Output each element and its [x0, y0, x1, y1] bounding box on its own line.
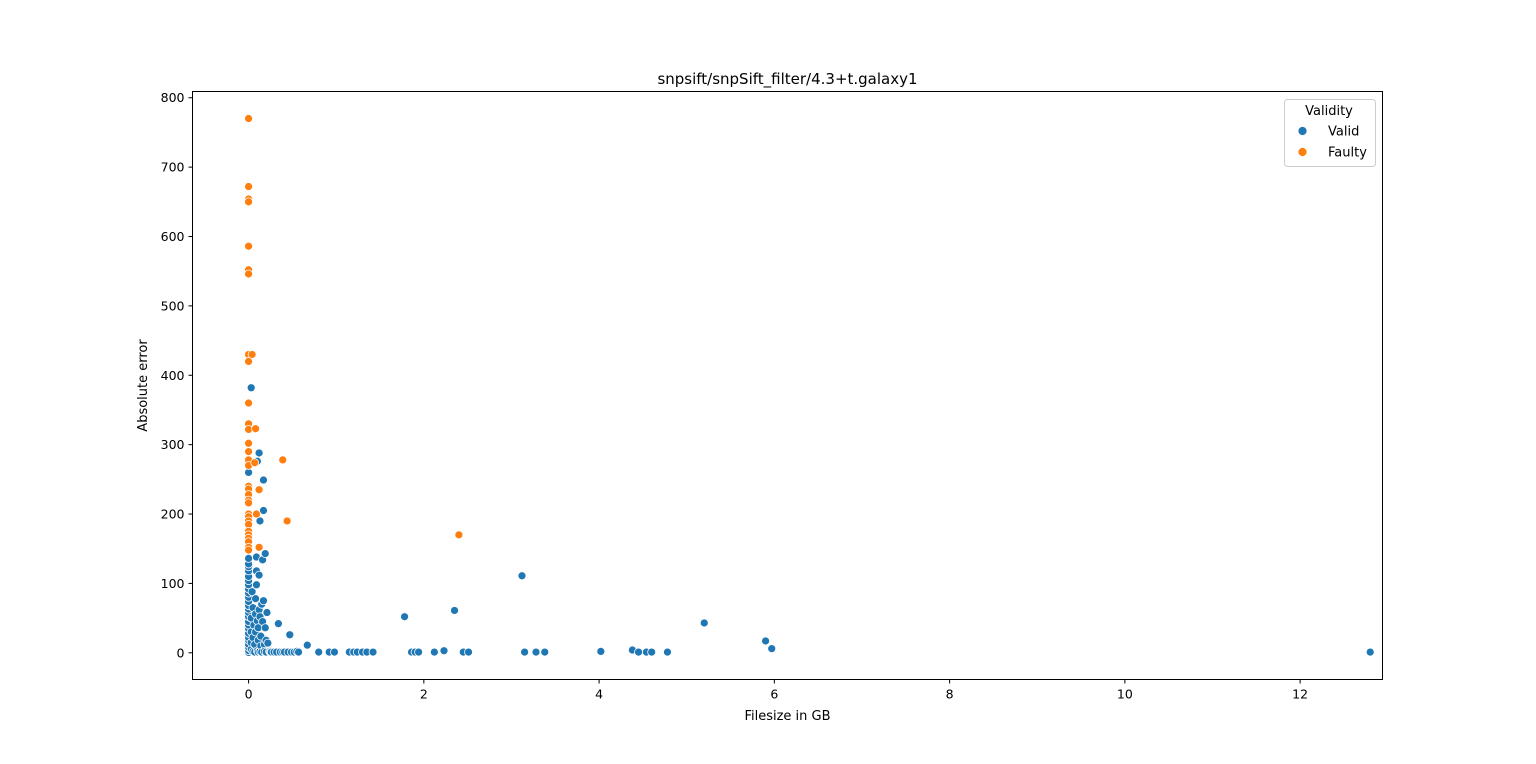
data-point [464, 647, 473, 657]
data-point [450, 606, 459, 615]
legend-box [1284, 99, 1376, 167]
legend-marker [1297, 147, 1308, 157]
data-point [251, 424, 260, 434]
y-axis: 0 100 200 300 400 500 600 700 800 [161, 90, 193, 660]
data-point [285, 630, 295, 640]
data-point [260, 549, 270, 558]
y-tick-label: 100 [161, 576, 185, 591]
x-tick-label: 10 [1117, 687, 1133, 702]
data-point [263, 638, 273, 648]
data-point [244, 241, 253, 251]
data-point [244, 357, 253, 366]
data-point [244, 545, 253, 555]
series-faulty [244, 114, 464, 555]
y-tick-label: 800 [161, 90, 185, 105]
y-tick-label: 200 [161, 507, 185, 522]
data-point [517, 571, 527, 581]
y-tick-label: 400 [161, 368, 185, 383]
x-axis-label: Filesize in GB [744, 709, 830, 724]
data-point [254, 485, 264, 495]
y-tick-label: 600 [161, 229, 185, 244]
data-point [761, 636, 770, 646]
series-valid [244, 383, 1375, 657]
data-point [254, 542, 264, 552]
data-point [244, 269, 253, 279]
y-tick-label: 300 [161, 437, 185, 452]
data-point [244, 447, 253, 456]
x-tick-label: 0 [245, 687, 253, 702]
data-point [330, 647, 339, 657]
legend-entry: Faulty [1328, 146, 1367, 161]
data-point [282, 516, 292, 526]
data-point [255, 516, 265, 526]
data-point [252, 580, 261, 590]
data-point [244, 554, 253, 563]
data-point [634, 647, 643, 657]
data-point [246, 383, 256, 393]
data-point [767, 644, 777, 654]
data-point [294, 647, 303, 657]
data-point [244, 182, 253, 191]
data-point [699, 618, 709, 628]
x-tick-label: 4 [595, 687, 603, 702]
data-point [368, 647, 378, 657]
data-point [274, 619, 283, 629]
y-tick-label: 500 [161, 298, 185, 313]
legend: Validity Valid Faulty [1284, 99, 1376, 167]
legend-title: Validity [1305, 104, 1353, 119]
data-point [244, 438, 253, 448]
data-point [244, 398, 253, 408]
data-point [259, 475, 268, 485]
data-point [250, 458, 260, 468]
data-point [244, 197, 253, 207]
x-axis: 0 2 4 6 8 10 12 [245, 679, 1308, 702]
data-point [314, 647, 324, 657]
data-point [1365, 647, 1375, 657]
data-point [400, 612, 409, 622]
data-point [596, 647, 606, 656]
data-point [260, 623, 270, 633]
data-points [244, 114, 1375, 657]
data-point [531, 647, 541, 657]
data-point [302, 640, 312, 650]
data-point [259, 506, 268, 515]
data-point [247, 587, 257, 597]
y-axis-label: Absolute error [136, 339, 151, 432]
data-point [454, 530, 464, 540]
data-point [647, 647, 657, 657]
data-point [247, 350, 257, 359]
data-point [540, 647, 550, 657]
data-point [262, 608, 272, 617]
data-point [278, 455, 288, 465]
plot-frame [192, 91, 1383, 680]
y-tick-label: 700 [161, 160, 185, 175]
data-point [259, 596, 268, 606]
data-point [244, 114, 253, 123]
data-point [251, 594, 260, 604]
x-tick-label: 12 [1292, 687, 1308, 702]
data-point [244, 498, 253, 508]
data-point [254, 570, 264, 580]
data-point [252, 509, 261, 519]
x-tick-label: 8 [946, 687, 954, 702]
y-tick-label: 0 [177, 645, 185, 660]
legend-marker [1297, 126, 1308, 136]
data-point [520, 647, 529, 657]
x-tick-label: 2 [420, 687, 428, 702]
data-point [663, 647, 672, 657]
legend-entry: Valid [1328, 125, 1359, 140]
data-point [429, 647, 439, 657]
x-tick-label: 6 [770, 687, 778, 702]
data-point [254, 448, 264, 458]
chart-title: snpsift/snpSift_filter/4.3+t.galaxy1 [657, 70, 917, 89]
data-point [439, 646, 449, 656]
data-point [414, 647, 423, 657]
